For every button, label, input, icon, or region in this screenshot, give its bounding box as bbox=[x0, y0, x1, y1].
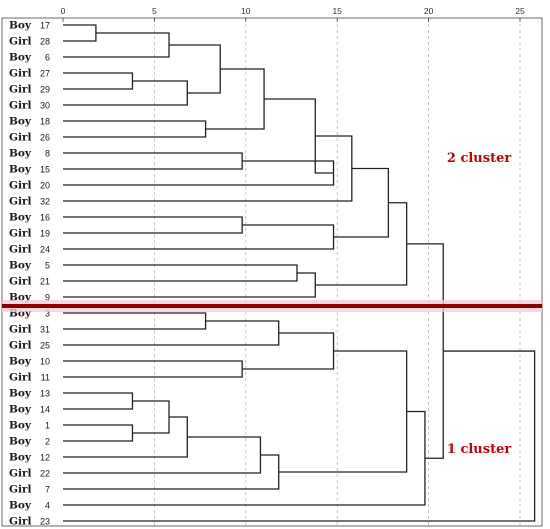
leaf-case-label: 20 bbox=[40, 181, 50, 191]
tick-label: 15 bbox=[332, 6, 342, 16]
leaf-case-label: 24 bbox=[40, 245, 50, 255]
leaf-case-label: 11 bbox=[41, 373, 50, 383]
leaf-gender-label: Girl bbox=[9, 132, 31, 144]
leaf-gender-label: Girl bbox=[9, 516, 31, 528]
cluster-annotation: 1 cluster bbox=[447, 442, 511, 457]
dendrogram-link bbox=[63, 313, 206, 329]
leaf-case-label: 28 bbox=[40, 37, 50, 47]
dendrogram-link bbox=[242, 333, 333, 369]
leaf-gender-label: Girl bbox=[9, 276, 31, 288]
dendrogram-link bbox=[63, 217, 242, 233]
dendrogram-link bbox=[63, 265, 297, 281]
leaf-gender-label: Boy bbox=[9, 452, 32, 464]
dendrogram-link bbox=[132, 401, 169, 433]
tick-label: 5 bbox=[152, 6, 157, 16]
x-axis-ticks: 0 5 10 15 20 25 bbox=[61, 6, 525, 22]
leaf-case-label: 22 bbox=[40, 469, 50, 479]
leaf-case-label: 32 bbox=[40, 197, 50, 207]
cluster-cut-line bbox=[2, 300, 542, 312]
leaf-gender-label: Girl bbox=[9, 228, 31, 240]
leaf-case-label: 19 bbox=[40, 229, 50, 239]
leaf-gender-label: Boy bbox=[9, 420, 32, 432]
dendrogram-link bbox=[63, 321, 279, 345]
leaf-case-label: 18 bbox=[40, 117, 50, 127]
dendrogram-link bbox=[334, 169, 389, 238]
dendrogram-link bbox=[63, 437, 260, 473]
dendrogram-link bbox=[63, 161, 334, 185]
leaf-gender-label: Girl bbox=[9, 100, 31, 112]
leaf-case-label: 1 bbox=[45, 421, 50, 431]
leaf-gender-label: Boy bbox=[9, 356, 32, 368]
dendrogram-link bbox=[63, 273, 315, 297]
leaf-gender-label: Boy bbox=[9, 52, 32, 64]
leaf-gender-label: Girl bbox=[9, 324, 31, 336]
leaf-gender-label: Girl bbox=[9, 36, 31, 48]
leaf-gender-label: Boy bbox=[9, 164, 32, 176]
dendrogram-link bbox=[206, 69, 264, 129]
dendrogram-link bbox=[315, 203, 406, 285]
leaf-gender-label: Girl bbox=[9, 68, 31, 80]
dendrogram-link bbox=[63, 33, 169, 57]
dendrogram-link bbox=[63, 153, 242, 169]
leaf-case-label: 17 bbox=[40, 21, 50, 31]
leaf-gender-label: Girl bbox=[9, 372, 31, 384]
leaf-gender-label: Boy bbox=[9, 20, 32, 32]
leaf-gender-label: Boy bbox=[9, 116, 32, 128]
leaf-gender-label: Boy bbox=[9, 436, 32, 448]
leaf-case-label: 21 bbox=[40, 277, 50, 287]
leaf-case-label: 31 bbox=[40, 325, 50, 335]
leaf-gender-label: Girl bbox=[9, 196, 31, 208]
dendrogram-link bbox=[63, 25, 96, 41]
leaf-case-label: 10 bbox=[40, 357, 50, 367]
leaf-gender-label: Boy bbox=[9, 404, 32, 416]
leaf-gender-label: Boy bbox=[9, 148, 32, 160]
leaf-gender-label: Boy bbox=[9, 500, 32, 512]
dendrogram-link bbox=[63, 393, 132, 409]
leaf-gender-label: Girl bbox=[9, 244, 31, 256]
leaf-gender-label: Girl bbox=[9, 84, 31, 96]
dendrogram-link bbox=[63, 455, 279, 489]
dendrogram-link bbox=[63, 73, 132, 89]
leaf-case-label: 16 bbox=[40, 213, 50, 223]
leaf-case-label: 12 bbox=[40, 453, 50, 463]
leaf-case-label: 5 bbox=[45, 261, 50, 271]
leaf-case-label: 26 bbox=[40, 133, 50, 143]
tick-label: 20 bbox=[424, 6, 434, 16]
leaf-case-label: 13 bbox=[40, 389, 50, 399]
leaf-case-label: 27 bbox=[40, 69, 50, 79]
leaf-case-label: 30 bbox=[40, 101, 50, 111]
tick-label: 0 bbox=[61, 6, 66, 16]
leaf-gender-label: Girl bbox=[9, 468, 31, 480]
leaf-case-label: 29 bbox=[40, 85, 50, 95]
tick-label: 25 bbox=[515, 6, 525, 16]
cluster-annotation: 2 cluster bbox=[447, 151, 511, 166]
leaf-gender-label: Girl bbox=[9, 484, 31, 496]
leaf-case-label: 6 bbox=[45, 53, 50, 63]
leaf-case-label: 2 bbox=[45, 437, 50, 447]
leaf-case-label: 25 bbox=[40, 341, 50, 351]
leaf-case-label: 23 bbox=[40, 517, 50, 527]
leaf-case-label: 8 bbox=[45, 149, 50, 159]
dendrogram-link bbox=[63, 361, 242, 377]
dendrogram-link bbox=[169, 45, 220, 93]
leaf-gender-label: Girl bbox=[9, 180, 31, 192]
dendrogram-link bbox=[63, 225, 334, 249]
leaf-gender-label: Boy bbox=[9, 388, 32, 400]
leaf-gender-label: Girl bbox=[9, 340, 31, 352]
leaf-gender-label: Boy bbox=[9, 212, 32, 224]
leaf-case-label: 7 bbox=[45, 485, 50, 495]
dendrogram-link bbox=[63, 425, 132, 441]
dendrogram-link bbox=[63, 121, 206, 137]
dendrogram-link bbox=[63, 81, 187, 105]
leaf-case-label: 14 bbox=[40, 405, 50, 415]
leaf-case-label: 15 bbox=[40, 165, 50, 175]
tick-label: 10 bbox=[241, 6, 251, 16]
leaf-case-label: 4 bbox=[45, 501, 50, 511]
leaf-gender-label: Boy bbox=[9, 260, 32, 272]
